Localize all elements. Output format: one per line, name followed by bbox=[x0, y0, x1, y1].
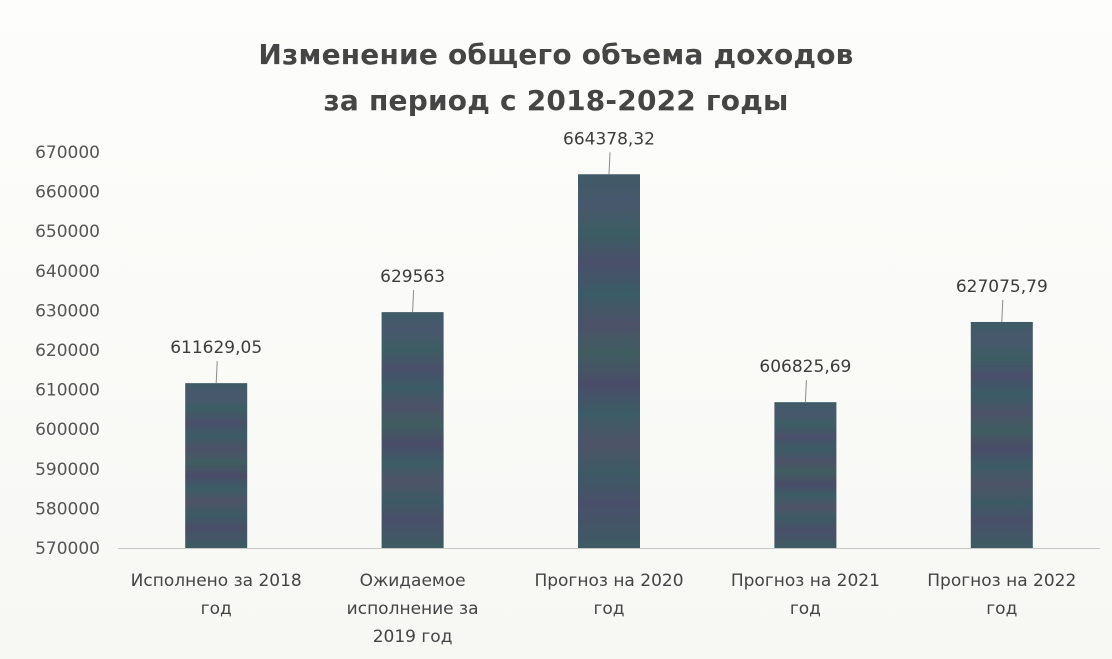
x-axis: Исполнено за 2018 год Ожидаемое исполнение … bbox=[118, 548, 1100, 647]
y-tick-label: 640000 bbox=[35, 262, 100, 282]
x-tick-label: Ожидаемое bbox=[360, 571, 466, 591]
x-tick-label: исполнение за bbox=[347, 599, 479, 619]
bar bbox=[774, 402, 837, 548]
bar bbox=[185, 383, 248, 548]
y-tick-label: 620000 bbox=[35, 341, 100, 361]
x-tick-label: год bbox=[986, 599, 1017, 619]
y-tick-label: 610000 bbox=[35, 381, 100, 401]
data-label: 629563 bbox=[380, 267, 445, 287]
y-tick-label: 670000 bbox=[35, 143, 100, 163]
data-label: 606825,69 bbox=[759, 357, 851, 377]
y-tick-label: 630000 bbox=[35, 301, 100, 321]
x-tick-label: год bbox=[593, 599, 624, 619]
data-label: 664378,32 bbox=[563, 129, 655, 149]
y-tick-label: 570000 bbox=[35, 539, 100, 559]
bar-series: 611629,05 629563 664378,32 606825,69 627075,… bbox=[170, 129, 1048, 549]
x-tick-label: Прогноз на 2022 bbox=[927, 571, 1076, 591]
bar bbox=[578, 174, 640, 549]
data-label-leader bbox=[412, 290, 415, 313]
data-label-leader bbox=[215, 361, 218, 384]
data-label: 611629,05 bbox=[170, 338, 262, 358]
y-tick-label: 650000 bbox=[35, 222, 100, 242]
data-label: 627075,79 bbox=[956, 277, 1048, 297]
y-tick-label: 600000 bbox=[35, 420, 100, 440]
x-tick-label: год bbox=[201, 599, 232, 619]
chart-title-line-1: Изменение общего объема доходов bbox=[258, 38, 854, 71]
data-label-leader bbox=[608, 152, 611, 175]
bar bbox=[381, 312, 444, 548]
data-label-leader bbox=[1001, 299, 1004, 323]
x-tick-label: год bbox=[790, 599, 821, 619]
x-tick-label: 2019 год bbox=[373, 627, 453, 647]
y-tick-label: 580000 bbox=[35, 499, 100, 519]
y-tick-label: 590000 bbox=[35, 460, 100, 480]
x-tick-label: Прогноз на 2020 bbox=[534, 571, 683, 591]
y-tick-label: 660000 bbox=[35, 183, 100, 203]
x-tick-label: Исполнено за 2018 bbox=[131, 571, 302, 591]
data-label-leader bbox=[804, 380, 807, 403]
chart-title-line-2: за период с 2018-2022 годы bbox=[323, 84, 789, 117]
y-axis: 570000 580000 590000 600000 610000 620000 6300… bbox=[35, 143, 100, 559]
x-tick-label: Прогноз на 2021 bbox=[731, 571, 880, 591]
bar bbox=[970, 321, 1033, 548]
